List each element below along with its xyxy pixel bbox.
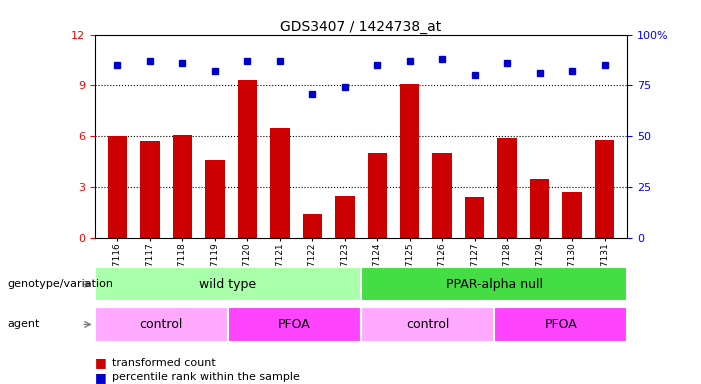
Bar xyxy=(361,307,494,342)
Text: agent: agent xyxy=(7,319,39,329)
Bar xyxy=(494,307,627,342)
Bar xyxy=(95,307,228,342)
Text: control: control xyxy=(406,318,449,331)
Bar xyxy=(367,153,387,238)
Bar xyxy=(95,267,361,301)
Bar xyxy=(335,196,355,238)
Bar xyxy=(465,197,484,238)
Text: wild type: wild type xyxy=(199,278,257,291)
Bar xyxy=(238,80,257,238)
Text: control: control xyxy=(139,318,183,331)
Text: PPAR-alpha null: PPAR-alpha null xyxy=(446,278,543,291)
Bar xyxy=(530,179,550,238)
Text: PFOA: PFOA xyxy=(545,318,577,331)
Bar xyxy=(270,128,290,238)
Bar xyxy=(108,136,127,238)
Title: GDS3407 / 1424738_at: GDS3407 / 1424738_at xyxy=(280,20,442,33)
Text: ■: ■ xyxy=(95,356,107,369)
Text: genotype/variation: genotype/variation xyxy=(7,279,113,289)
Text: PFOA: PFOA xyxy=(278,318,311,331)
Bar xyxy=(433,153,452,238)
Bar xyxy=(205,160,224,238)
Bar xyxy=(172,135,192,238)
Text: transformed count: transformed count xyxy=(112,358,216,368)
Bar xyxy=(595,140,614,238)
Bar xyxy=(400,84,419,238)
Bar xyxy=(228,307,361,342)
Text: percentile rank within the sample: percentile rank within the sample xyxy=(112,372,300,382)
Bar xyxy=(562,192,582,238)
Text: ■: ■ xyxy=(95,371,107,384)
Bar xyxy=(303,214,322,238)
Bar xyxy=(498,138,517,238)
Bar xyxy=(140,141,160,238)
Bar xyxy=(361,267,627,301)
